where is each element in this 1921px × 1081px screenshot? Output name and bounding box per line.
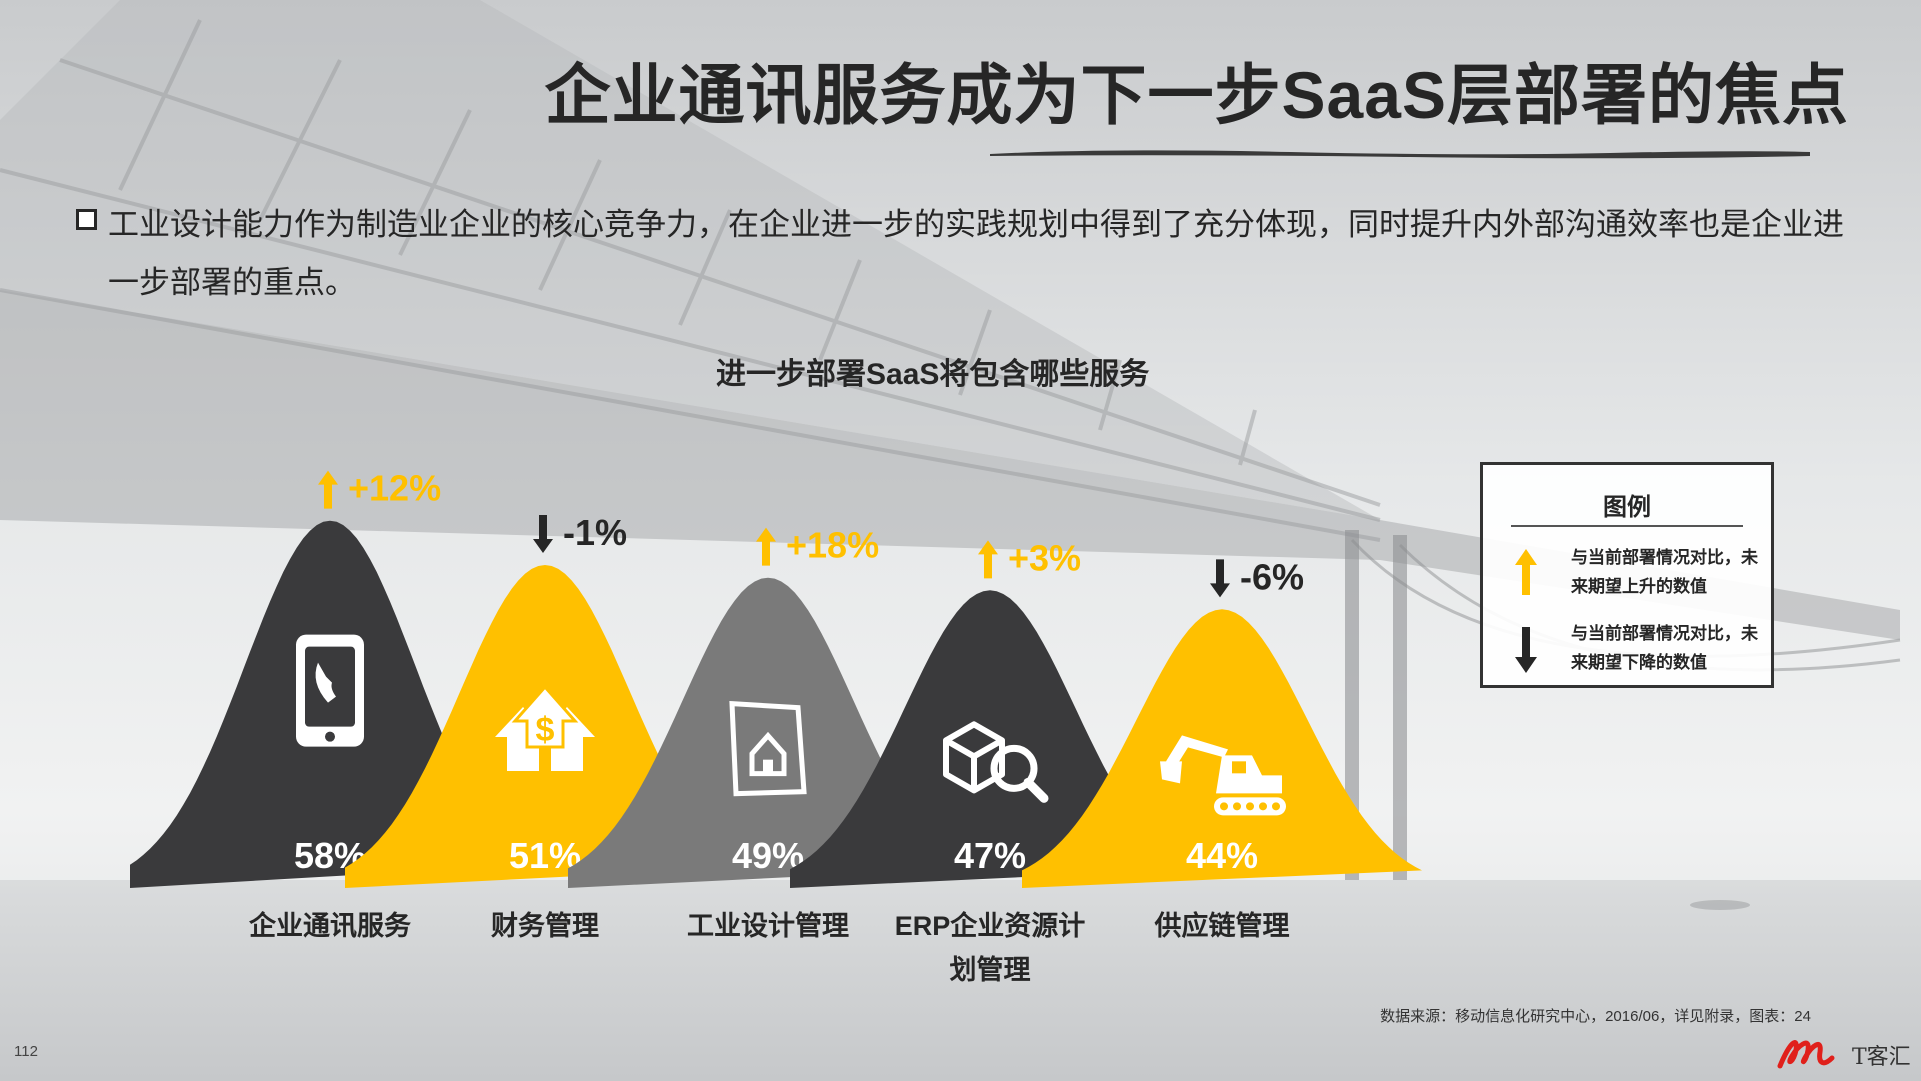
page-title: 企业通讯服务成为下一步SaaS层部署的焦点 [544,58,1849,132]
blueprint-house-icon [729,701,807,797]
category-label: 工业设计管理 [687,911,849,941]
legend: 图例 与当前部署情况对比，未来期望上升的数值 与当前部署情况对比，未来期望下降的… [1480,462,1774,688]
track-wheel [1246,802,1254,811]
phone-icon [296,634,364,747]
legend-item-up: 与当前部署情况对比，未来期望上升的数值 [1513,543,1763,603]
box-search-icon [943,721,1049,803]
change-label: -1% [563,512,627,553]
down-arrow-icon [533,515,553,553]
legend-title: 图例 [1603,494,1651,521]
excavator-bucket [1160,761,1182,784]
legend-item-down: 与当前部署情况对比，未来期望下降的数值 [1513,619,1763,679]
handset-glyph [315,662,336,703]
chart-item: 44% -6% 供应链管理 [1022,556,1422,941]
magnifier-lens [990,744,1038,792]
change-label: +12% [348,468,441,509]
change-label: +3% [1008,537,1081,578]
box-shape [943,721,1005,794]
bullet-square-icon [76,209,97,230]
category-label: 划管理 [950,955,1031,985]
house-outline [749,731,787,777]
center-house-shape [511,684,579,749]
chart-title: 进一步部署SaaS将包含哪些服务 [716,358,1150,391]
title-brush-underline [990,150,1810,159]
up-arrow-icon [756,527,776,566]
track-wheel [1259,802,1267,811]
track-wheel [1220,802,1228,811]
intro-paragraph: 工业设计能力作为制造业企业的核心竞争力，在企业进一步的实践规划中得到了充分体现，… [108,207,1844,300]
magnifier-handle [1023,777,1049,803]
track-wheel [1272,802,1280,811]
down-arrow-icon [1515,627,1537,673]
brand-logo-icon [1777,1040,1835,1069]
down-arrow-icon [1210,559,1230,598]
data-source: 数据来源：移动信息化研究中心，2016/06，详见附录，图表：24 [1380,1008,1811,1025]
category-label: ERP企业资源计 [895,910,1086,941]
legend-down-text: 与当前部署情况对比，未来期望下降的数值 [1571,624,1758,672]
brand-logo-text: T客汇 [1852,1045,1911,1070]
excavator-arm [1166,735,1228,764]
legend-up-text: 与当前部署情况对比，未来期望上升的数值 [1571,548,1758,596]
money-house-icon: $ [495,684,595,771]
excavator-icon [1160,735,1286,816]
house-door [763,759,773,774]
up-arrow-icon [1515,549,1537,595]
page-number: 112 [14,1043,38,1060]
change-label: -6% [1240,556,1304,597]
cab-window [1232,761,1246,774]
category-label: 企业通讯服务 [249,910,411,941]
legend-divider [1511,525,1743,527]
blueprint-sheet [729,701,807,797]
track-wheel [1233,802,1241,811]
value-label: 44% [1186,835,1258,876]
dollar-glyph: $ [536,711,555,749]
phone-button [325,731,335,742]
up-arrow-icon [318,470,338,509]
change-label: +18% [786,525,879,566]
category-label: 财务管理 [491,911,599,941]
value-label: 47% [954,835,1026,876]
category-label: 供应链管理 [1154,910,1290,941]
up-arrow-icon [978,540,998,579]
